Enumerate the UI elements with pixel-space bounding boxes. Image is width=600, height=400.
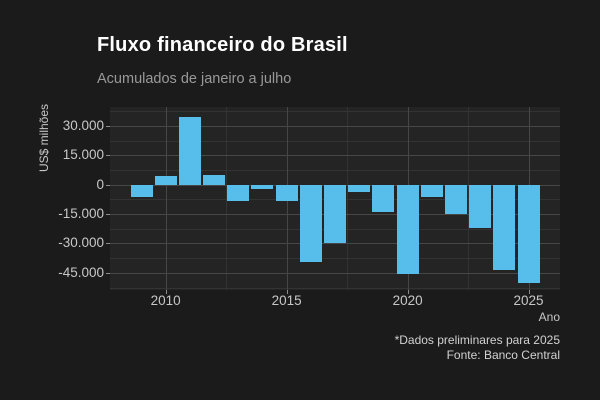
chart-title: Fluxo financeiro do Brasil xyxy=(97,34,348,56)
bar-2024 xyxy=(493,184,516,270)
gridline-y-minor xyxy=(110,170,560,171)
x-axis-title: Ano xyxy=(538,310,560,324)
gridline-y-major xyxy=(110,272,560,274)
x-tick-label: 2025 xyxy=(513,293,544,308)
y-tick-mark xyxy=(106,214,110,216)
bar-2023 xyxy=(469,184,492,229)
y-axis-title: US$ milhões xyxy=(37,103,51,173)
gridline-y-major xyxy=(110,155,560,157)
y-tick-label: 30.000 xyxy=(62,118,104,133)
bar-2017 xyxy=(324,184,346,244)
bar-2021 xyxy=(420,184,443,198)
gridline-x-major xyxy=(165,107,167,290)
bar-2020 xyxy=(396,184,419,274)
bar-2011 xyxy=(178,117,201,185)
gridline-y-major xyxy=(110,126,560,127)
bar-2019 xyxy=(372,184,395,212)
gridline-y-minor xyxy=(110,140,560,142)
bar-2016 xyxy=(299,184,322,262)
gridline-y-minor xyxy=(110,111,560,113)
bar-2022 xyxy=(445,184,467,215)
y-tick-label: -15.000 xyxy=(58,206,104,222)
y-tick-label: 15.000 xyxy=(62,147,104,163)
gridline-y-minor xyxy=(110,258,560,260)
x-tick-mark xyxy=(165,290,167,294)
y-tick-mark xyxy=(106,184,110,186)
y-tick-mark xyxy=(106,126,110,127)
bar-2014 xyxy=(251,184,274,189)
bar-2012 xyxy=(203,175,225,185)
caption-note: *Dados preliminares para 2025 xyxy=(394,333,560,347)
y-tick-label: -30.000 xyxy=(58,235,104,251)
gridline-x-minor xyxy=(226,107,228,290)
gridline-x-minor xyxy=(347,107,349,290)
y-tick-mark xyxy=(106,243,110,245)
y-tick-mark xyxy=(106,155,110,157)
x-tick-label: 2010 xyxy=(150,293,181,308)
bar-2013 xyxy=(227,184,250,202)
gridline-x-minor xyxy=(468,107,470,290)
chart-subtitle: Acumulados de janeiro a julho xyxy=(97,71,292,87)
bar-2010 xyxy=(154,176,177,185)
x-tick-label: 2020 xyxy=(392,293,423,308)
gridline-y-minor xyxy=(110,287,560,289)
x-tick-label: 2015 xyxy=(271,293,302,308)
caption-source: Fonte: Banco Central xyxy=(446,348,560,362)
x-tick-mark xyxy=(528,290,530,294)
x-tick-mark xyxy=(407,290,409,294)
bar-2015 xyxy=(275,184,298,201)
y-tick-mark xyxy=(106,272,110,274)
x-tick-mark xyxy=(286,290,288,294)
bar-2009 xyxy=(130,184,153,198)
gridline-y-major xyxy=(110,243,560,245)
bar-2018 xyxy=(348,184,371,193)
y-tick-label: 0 xyxy=(96,176,104,192)
bar-2025 xyxy=(517,184,540,283)
y-tick-label: -45.000 xyxy=(58,264,104,280)
